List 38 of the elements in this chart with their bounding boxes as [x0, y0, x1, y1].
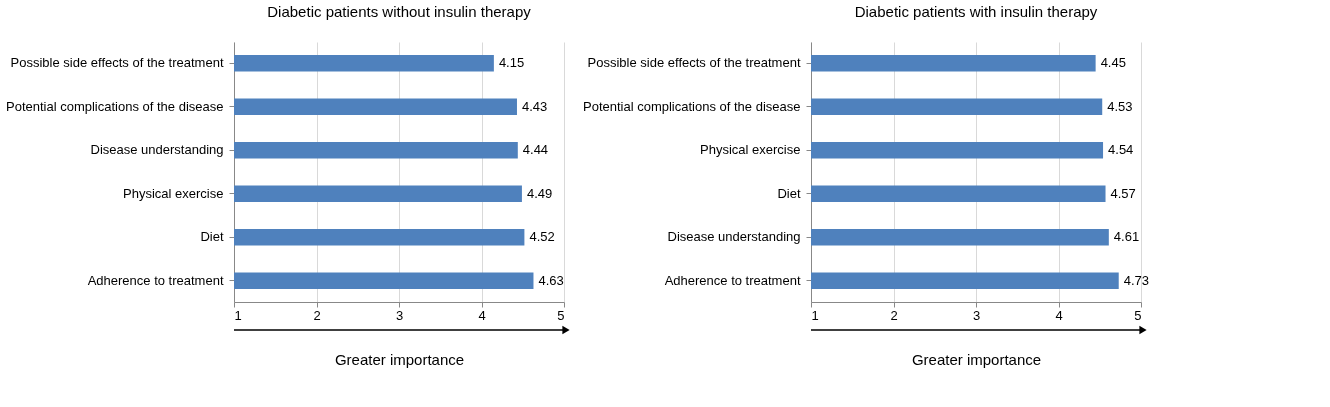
x-tick-label: 4: [478, 307, 486, 323]
data-label: 4.57: [1110, 185, 1136, 201]
data-label: 4.63: [538, 272, 564, 288]
y-tick-label: Possible side effects of the treatment: [10, 55, 224, 71]
data-label: 4.52: [529, 229, 555, 245]
chart-title: Diabetic patients without insulin therapy: [267, 3, 532, 20]
x-tick-label: 5: [1134, 307, 1142, 323]
y-tick-label: Potential complications of the disease: [5, 98, 224, 114]
data-label: 4.61: [1113, 229, 1140, 245]
data-label: 4.43: [521, 98, 548, 114]
x-tick-label: 2: [890, 307, 898, 323]
x-tick-label: 3: [395, 307, 404, 323]
x-axis-title: Greater importance: [334, 350, 465, 368]
data-label: 4.49: [526, 185, 553, 201]
y-tick-label: Adherence to treatment: [664, 272, 801, 288]
data-label: 4.45: [1100, 55, 1126, 71]
data-label: 4.54: [1108, 142, 1134, 158]
x-tick-label: 1: [234, 307, 242, 323]
x-axis-title: Greater importance: [911, 350, 1042, 368]
x-tick-label: 2: [313, 307, 321, 323]
y-tick-label: Diet: [777, 185, 801, 201]
data-label: 4.53: [1107, 98, 1133, 114]
x-tick-label: 5: [557, 307, 565, 323]
y-tick-label: Physical exercise: [123, 185, 224, 201]
y-tick-label: Disease understanding: [667, 229, 801, 245]
y-tick-label: Potential complications of the disease: [582, 98, 801, 114]
x-tick-label: 4: [1055, 307, 1063, 323]
data-label: 4.73: [1123, 272, 1150, 288]
y-tick-label: Possible side effects of the treatment: [587, 55, 801, 71]
y-tick-label: Diet: [200, 229, 224, 245]
y-tick-label: Adherence to treatment: [87, 272, 224, 288]
data-label: 4.44: [522, 142, 549, 158]
chart-title: Diabetic patients with insulin therapy: [854, 3, 1098, 20]
data-label: 4.15: [498, 55, 525, 71]
y-tick-label: Disease understanding: [90, 142, 224, 158]
y-tick-label: Physical exercise: [700, 142, 801, 158]
x-tick-label: 3: [972, 307, 981, 323]
x-tick-label: 1: [811, 307, 819, 323]
